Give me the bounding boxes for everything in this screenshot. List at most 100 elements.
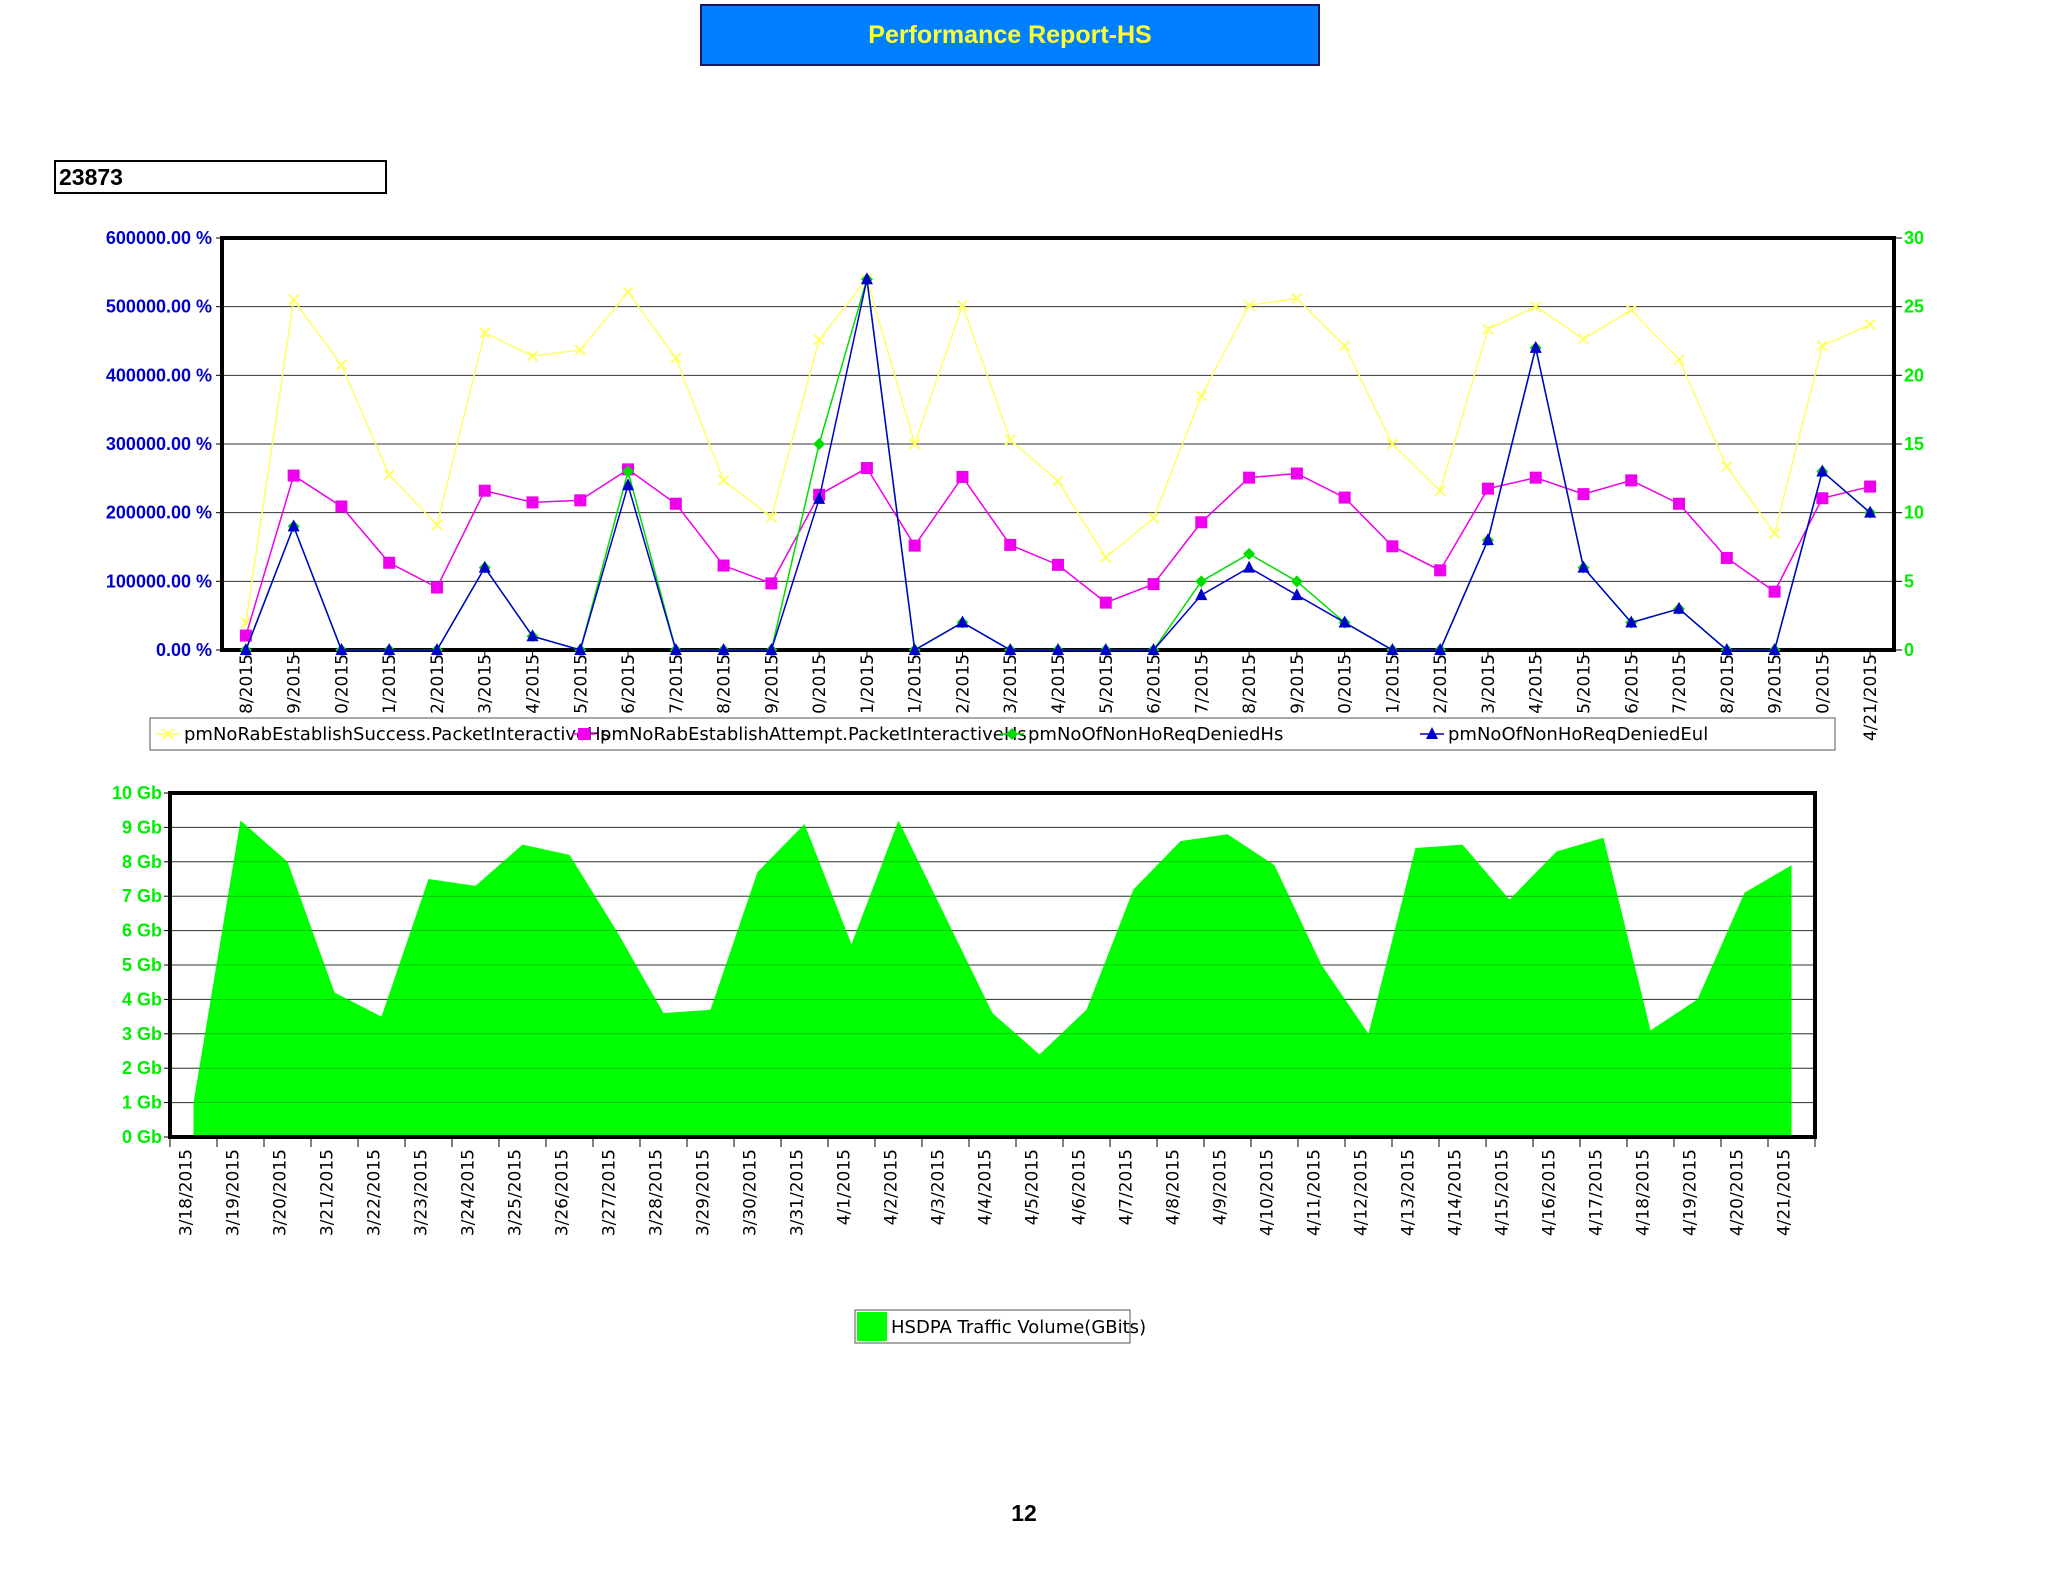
x-axis-tick-label: 4/2015: [1049, 654, 1069, 714]
site-id-box: 23873: [54, 160, 387, 194]
data-point: [765, 643, 778, 655]
x-axis-tick-label: 3/28/2015: [647, 1149, 667, 1236]
legend-box: [854, 1309, 1131, 1344]
traffic-area-chart: 0 Gb 1 Gb 2 Gb 3 Gb 4 Gb 5 Gb 6 Gb 7 Gb 8 Gb 9 Gb…: [112, 783, 1817, 1344]
x-axis-tick-label: 7/2015: [1192, 654, 1212, 714]
data-point: [1052, 558, 1064, 571]
data-point: [1338, 615, 1351, 628]
data-point: [622, 465, 635, 478]
y-axis-tick-label: 6 Gb: [122, 921, 162, 941]
data-point: [717, 474, 730, 487]
data-point: [574, 344, 586, 356]
data-point: [956, 615, 969, 628]
data-point: [1147, 512, 1160, 524]
x-axis-tick-label: 5/2015: [571, 654, 591, 714]
legend-marker: [162, 728, 174, 740]
right-axis-tick-label: 5: [1904, 571, 1914, 591]
kpi-line-chart: 0.00 % 100000.00 % 200000.00 % 300000.00 % 4…: [106, 228, 1924, 751]
left-axis-tick-label: 0.00 %: [156, 640, 212, 660]
x-axis-tick-label: 4/21/2015: [1861, 654, 1881, 741]
x-axis-tick-label: 4/20/2015: [1728, 1149, 1748, 1236]
x-axis-tick-label: 4/4/2015: [976, 1149, 996, 1225]
x-axis-tick-label: 4/10/2015: [1258, 1149, 1278, 1236]
x-axis-tick-label: 4/19/2015: [1681, 1149, 1701, 1236]
x-axis-tick-label: 6/2015: [1145, 654, 1165, 714]
page-number: 12: [1011, 1500, 1037, 1526]
data-point: [239, 643, 252, 655]
data-point: [574, 494, 587, 507]
x-axis-tick-label: 3/29/2015: [694, 1149, 714, 1236]
x-axis-tick-label: 4/5/2015: [1023, 1149, 1043, 1225]
data-point: [622, 478, 635, 491]
data-point: [1195, 588, 1208, 601]
data-point: [670, 352, 682, 364]
x-axis-tick-label: 3/23/2015: [412, 1149, 432, 1236]
legend-label: pmNoOfNonHoReqDeniedEul: [1448, 724, 1708, 745]
data-point: [1195, 390, 1208, 402]
data-point: [526, 629, 539, 642]
y-axis-tick-label: 8 Gb: [122, 852, 162, 872]
data-point: [1673, 353, 1685, 366]
x-axis-tick-label: 3/2015: [1479, 654, 1499, 714]
x-axis-tick-label: 4/15/2015: [1493, 1149, 1513, 1236]
data-point: [1577, 488, 1590, 501]
x-axis-tick-label: 2/2015: [1431, 654, 1451, 714]
data-point: [1147, 578, 1160, 591]
data-point: [1482, 323, 1494, 336]
x-axis-tick-label: 3/18/2015: [177, 1149, 197, 1236]
series-group: [239, 273, 1877, 656]
data-point: [1816, 464, 1829, 477]
data-point: [287, 294, 300, 306]
x-axis-tick-label: 8/2015: [715, 654, 735, 714]
data-point: [1864, 318, 1876, 331]
x-axis-tick-label: 3/2015: [1001, 654, 1021, 714]
data-point: [526, 350, 539, 362]
x-axis-tick-label: 0/2015: [332, 654, 352, 714]
x-axis-tick-label: 3/24/2015: [459, 1149, 479, 1236]
report-title: Performance Report-HS: [868, 20, 1152, 49]
y-axis-tick-label: 3 Gb: [122, 1024, 162, 1044]
x-axis-tick-label: 3/21/2015: [318, 1149, 338, 1236]
data-point: [717, 559, 730, 572]
legend-marker: [1426, 727, 1438, 739]
data-point: [1290, 467, 1303, 480]
x-axis-tick-label: 0/2015: [1813, 654, 1833, 714]
series-group: [239, 272, 1877, 655]
legend-label: HSDPA Traffic Volume(GBits): [891, 1317, 1146, 1338]
data-point: [1816, 492, 1829, 505]
data-point: [1243, 560, 1256, 573]
data-point: [1721, 460, 1733, 473]
x-axis-tick-label: 8/2015: [1240, 654, 1260, 714]
data-point: [1099, 643, 1112, 655]
legend-label: pmNoRabEstablishSuccess.PacketInteractiv…: [184, 724, 610, 745]
data-point: [287, 519, 300, 532]
right-axis-tick-label: 15: [1904, 434, 1924, 454]
x-axis-tick-label: 9/2015: [762, 654, 782, 714]
data-point: [1625, 474, 1638, 487]
x-axis-tick-label: 4/6/2015: [1070, 1149, 1090, 1225]
report-title-box: Performance Report-HS: [700, 4, 1320, 66]
data-point: [1052, 643, 1064, 655]
y-axis-tick-label: 0 Gb: [122, 1127, 162, 1147]
data-point: [1625, 615, 1638, 628]
left-axis-tick-label: 300000.00 %: [106, 434, 212, 454]
left-axis-tick-label: 400000.00 %: [106, 365, 212, 385]
data-point: [765, 577, 778, 590]
data-point: [1481, 482, 1494, 495]
data-point: [1530, 300, 1542, 313]
data-point: [1100, 551, 1112, 564]
data-point: [526, 496, 539, 509]
data-point: [1481, 533, 1494, 546]
x-axis-tick-label: 7/2015: [667, 654, 687, 714]
x-axis-tick-label: 4/9/2015: [1211, 1149, 1231, 1225]
data-point: [335, 359, 348, 371]
data-point: [478, 560, 491, 573]
data-point: [383, 643, 396, 655]
x-axis-tick-label: 4/16/2015: [1540, 1149, 1560, 1236]
series-group: [239, 462, 1877, 642]
data-point: [908, 438, 921, 450]
x-axis-tick-label: 3/27/2015: [600, 1149, 620, 1236]
data-point: [1290, 575, 1303, 588]
x-axis-tick-label: 4/17/2015: [1587, 1149, 1607, 1236]
x-axis-tick-label: 1/2015: [380, 654, 400, 714]
